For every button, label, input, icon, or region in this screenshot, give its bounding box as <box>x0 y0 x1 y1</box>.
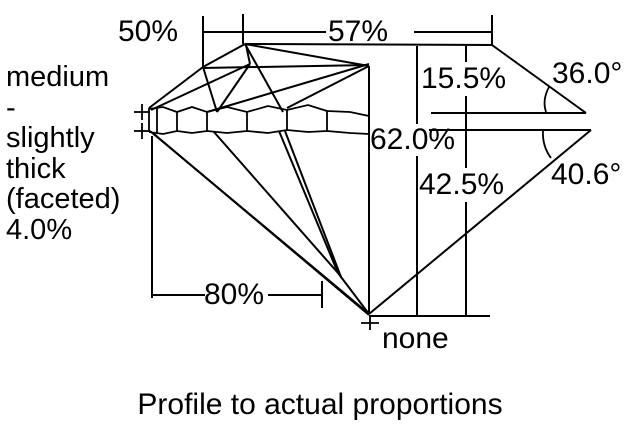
pavilion-angle-label: 40.6° <box>551 158 622 191</box>
culet-tick-mark <box>361 316 379 330</box>
dimension-lines <box>151 14 493 317</box>
girdle-label-line-4: thick <box>6 152 66 185</box>
crown-height-label: 15.5% <box>421 62 507 95</box>
pavilion-depth-label: 42.5% <box>419 168 505 201</box>
girdle-label-line-3: slightly <box>6 122 95 154</box>
total-depth-label: 62.0% <box>370 123 456 156</box>
pavilion-facets <box>149 66 370 316</box>
girdle-label-line-5: (faceted) <box>6 183 121 215</box>
girdle-thickness-label: medium - slightly thick (faceted) 4.0% <box>6 62 120 245</box>
girdle-label-line-1: medium <box>6 61 110 93</box>
profile-outline-right <box>368 44 592 315</box>
table-size-label: 57% <box>328 15 389 48</box>
girdle-band <box>148 104 370 135</box>
girdle-tick-marks <box>134 104 150 139</box>
lower-girdle-length-label: 80% <box>204 278 265 311</box>
diagram-caption: Profile to actual proportions <box>137 388 503 421</box>
angle-arcs <box>542 86 552 159</box>
girdle-label-line-2: - <box>6 91 16 124</box>
culet-label: none <box>382 322 449 355</box>
girdle-label-line-6: 4.0% <box>6 213 73 246</box>
crown-facets <box>148 43 493 113</box>
crown-angle-label: 36.0° <box>552 57 623 90</box>
star-length-label: 50% <box>118 15 179 48</box>
